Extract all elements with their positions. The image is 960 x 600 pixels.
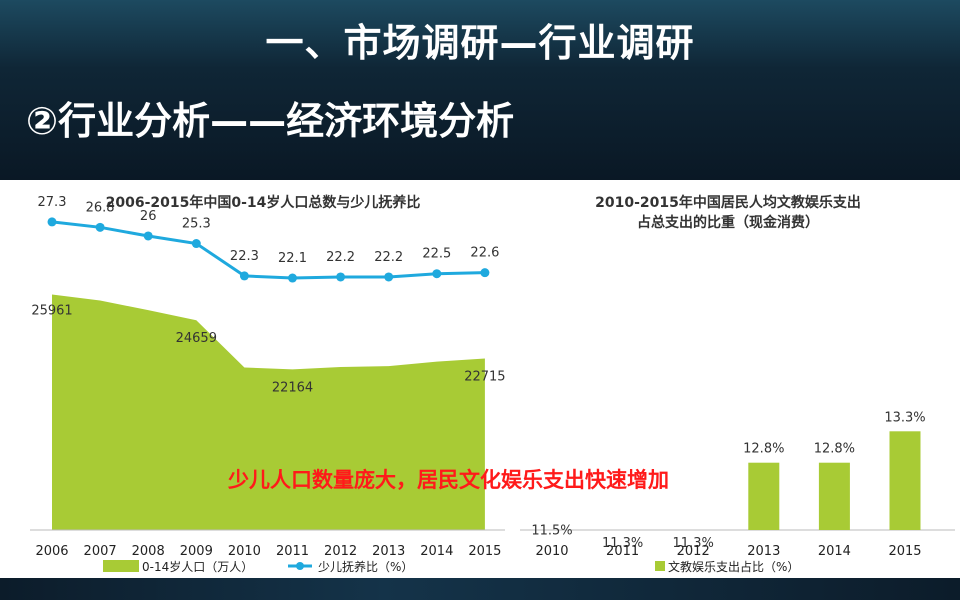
slide-subtitle: ②行业分析——经济环境分析 [26,99,515,143]
dependency-ratio-point [191,239,201,249]
chart-title-line2: 占总支出的比重（现金消费） [637,214,819,231]
bar-value-label: 11.5% [531,523,572,538]
population-label: 25961 [31,304,72,319]
dependency-ratio-label: 22.2 [374,250,403,265]
dependency-ratio-label: 22.3 [230,249,259,264]
dependency-ratio-label: 27.3 [38,195,67,210]
bar-value-label: 11.3% [602,536,643,551]
bar [818,462,850,530]
dependency-ratio-point [384,272,394,282]
x-tick-label: 2012 [677,544,710,559]
dependency-ratio-point [95,222,105,232]
x-tick-label: 2014 [818,544,851,559]
x-tick-label: 2011 [276,544,309,559]
dependency-ratio-label: 22.2 [326,250,355,265]
bar-value-label: 13.3% [884,410,925,425]
x-tick-label: 2010 [228,544,261,559]
expenditure-chart: 2010-2015年中国居民人均文教娱乐支出 占总支出的比重（现金消费） 11.… [520,194,955,574]
population-label: 22164 [272,380,313,395]
x-tick-label: 2014 [420,544,453,559]
dependency-ratio-label: 22.5 [422,247,451,262]
bar-value-label: 12.8% [814,442,855,457]
x-tick-label: 2012 [324,544,357,559]
population-chart: 2006-2015年中国0-14岁人口总数与少儿抚养比 25961 24659 22… [30,194,506,574]
dependency-ratio-label: 26.8 [86,200,115,215]
dependency-ratio-point [288,273,297,283]
dependency-ratio-label: 22.1 [278,251,307,266]
dependency-ratio-line [51,220,485,280]
dependency-ratio-point [480,268,490,278]
x-tick-label: 2015 [888,544,921,559]
x-tick-label: 2010 [535,544,568,559]
bar-value-label: 12.8% [743,442,784,457]
dependency-ratio-point [432,269,442,279]
dependency-ratio-point [336,272,346,282]
slide-title: 一、市场调研—行业调研 [265,21,695,65]
population-area [52,294,485,530]
chart-title: 2006-2015年中国0-14岁人口总数与少儿抚养比 [106,194,421,211]
bar-value-label: 11.3% [673,536,714,551]
legend-swatch [655,561,665,571]
legend-label: 少儿抚养比（%） [318,559,413,574]
legend-swatch-area [103,560,139,572]
dependency-ratio-point [47,217,57,227]
x-tick-label: 2011 [606,544,639,559]
bar [889,431,921,530]
footer-decoration [0,578,960,600]
annotation-text: 少儿人口数量庞大，居民文化娱乐支出快速增加 [228,468,669,492]
legend-swatch-marker [296,562,304,570]
dependency-ratio-point [143,231,153,241]
x-tick-label: 2006 [35,544,68,559]
slide-header: 一、市场调研—行业调研 ②行业分析——经济环境分析 [0,0,960,180]
dependency-ratio-label: 25.3 [182,217,211,232]
bar [748,462,780,530]
x-tick-label: 2013 [747,544,780,559]
dependency-ratio-label: 22.6 [470,246,499,261]
x-tick-label: 2015 [468,544,501,559]
legend-label: 0-14岁人口（万人） [142,559,253,574]
chart-title: 2010-2015年中国居民人均文教娱乐支出 [595,194,861,211]
population-label: 22715 [464,370,505,385]
population-label: 24659 [176,331,217,346]
legend-label: 文教娱乐支出占比（%） [668,559,799,574]
x-tick-label: 2007 [84,544,117,559]
x-tick-label: 2008 [132,544,165,559]
dependency-ratio-label: 26 [140,209,157,224]
x-tick-label: 2013 [372,544,405,559]
dependency-ratio-point [239,271,249,281]
x-tick-label: 2009 [180,544,213,559]
